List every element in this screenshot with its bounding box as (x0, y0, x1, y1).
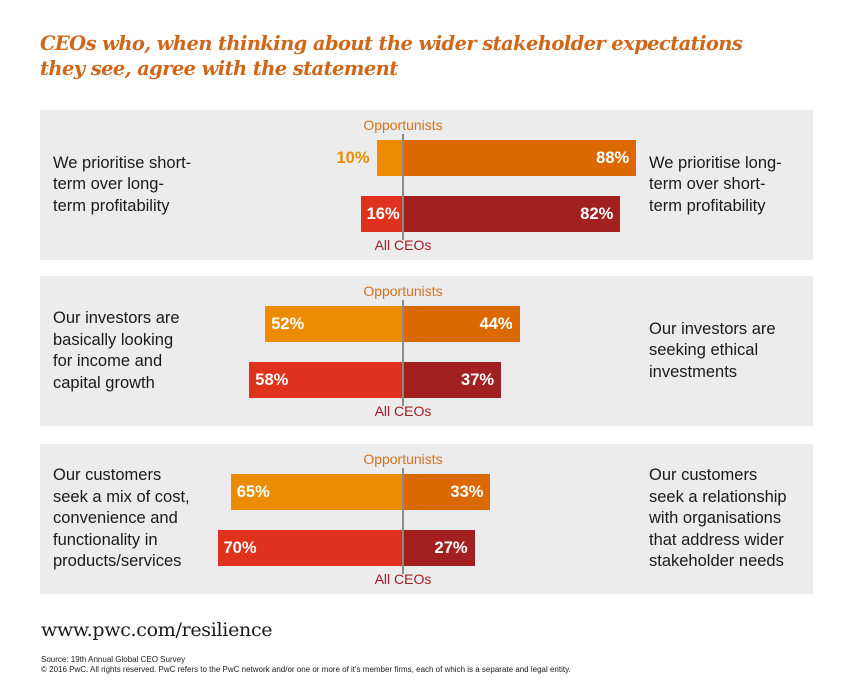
bar-value-label: 65% (236, 482, 270, 501)
all-ceos-right-bar: 27% (403, 530, 475, 566)
statement-line: for income and (53, 352, 163, 370)
statement-line: functionality in (53, 530, 158, 549)
statement-line: term over short- (649, 175, 766, 194)
right-statement: We prioritise long-term over short-term … (649, 110, 809, 260)
statement-line: seeking ethical (649, 341, 759, 360)
left-statement: Our customers seek a mix of cost, convenie… (53, 444, 238, 594)
bar-value-label: 82% (580, 204, 614, 223)
bar-value-label: 27% (434, 538, 468, 557)
chart-panel: We prioritise short-term over long-term … (40, 110, 813, 260)
left-statement: Our investors are basically looking for in… (53, 276, 238, 426)
right-statement: Our investors are seeking ethical investme… (649, 276, 809, 426)
bar-value-label: 16% (366, 204, 400, 223)
statement-line: stakeholder needs (649, 552, 784, 571)
statement-line: term profitability (53, 196, 170, 215)
opportunists-left-bar: 52% (265, 306, 403, 342)
chart-title: CEOs who, when thinking about the wider … (40, 31, 820, 81)
bar-value-label: 88% (596, 148, 630, 167)
bar-value-label: 52% (271, 314, 305, 333)
opportunists-label: Opportunists (363, 283, 443, 299)
chart-title-line-2: they see, agree with the statement (40, 57, 398, 80)
statement-line: term profitability (649, 196, 766, 215)
all-ceos-label: All CEOs (374, 237, 432, 253)
bar-value-label: 58% (255, 370, 289, 389)
chart-panel: Our investors are basically looking for in… (40, 276, 813, 426)
opportunists-right-bar: 33% (403, 474, 491, 510)
statement-line: Our investors are (649, 319, 776, 338)
bar-value-label: 33% (450, 482, 484, 501)
statement-line: that address wider (649, 530, 784, 549)
bar-value-label: 44% (479, 314, 513, 333)
all-ceos-right-bar: 82% (403, 196, 621, 232)
statement-line: We prioritise short- (53, 153, 192, 172)
bar-value-label: 70% (223, 538, 257, 557)
chart-panel: Our customers seek a mix of cost, convenie… (40, 444, 813, 594)
opportunists-left-bar: 65% (230, 474, 403, 510)
statement-line: Our investors are (53, 309, 180, 327)
copyright-note: © 2016 PwC. All rights reserved. PwC ref… (41, 665, 571, 674)
opportunists-label: Opportunists (363, 117, 443, 133)
opportunists-right-bar: 88% (403, 140, 637, 176)
bar-value-label: 10% (336, 148, 370, 167)
statement-line: capital growth (53, 373, 155, 392)
all-ceos-left-bar: 58% (249, 362, 403, 398)
statement-line: We prioritise long- (649, 153, 782, 172)
center-axis-line (402, 134, 404, 240)
statement-line: term over long- (53, 175, 164, 194)
statement-line: investments (649, 362, 738, 381)
statement-line: with organisations (649, 509, 782, 528)
center-axis-line (402, 300, 404, 406)
all-ceos-right-bar: 37% (403, 362, 502, 398)
statement-line: products/services (53, 552, 182, 571)
statement-line: basically looking (53, 330, 174, 349)
all-ceos-label: All CEOs (374, 403, 432, 419)
center-axis-line (402, 468, 404, 574)
opportunists-left-bar (376, 140, 403, 176)
resilience-link[interactable]: www.pwc.com/resilience (41, 619, 273, 641)
opportunists-label: Opportunists (363, 451, 443, 467)
all-ceos-left-bar: 16% (360, 196, 403, 232)
statement-line: Our customers (649, 466, 758, 485)
bar-value-label: 37% (461, 370, 495, 389)
all-ceos-label: All CEOs (374, 571, 432, 587)
chart-title-line-1: CEOs who, when thinking about the wider … (40, 32, 743, 55)
statement-line: Our customers (53, 466, 162, 485)
right-statement: Our customers seek a relationship with org… (649, 444, 809, 594)
statement-line: seek a mix of cost, (53, 487, 190, 506)
all-ceos-left-bar: 70% (217, 530, 403, 566)
source-note: Source: 19th Annual Global CEO Survey (41, 655, 186, 664)
opportunists-right-bar: 44% (403, 306, 520, 342)
statement-line: seek a relationship (649, 487, 787, 506)
statement-line: convenience and (53, 509, 178, 528)
left-statement: We prioritise short-term over long-term … (53, 110, 238, 260)
